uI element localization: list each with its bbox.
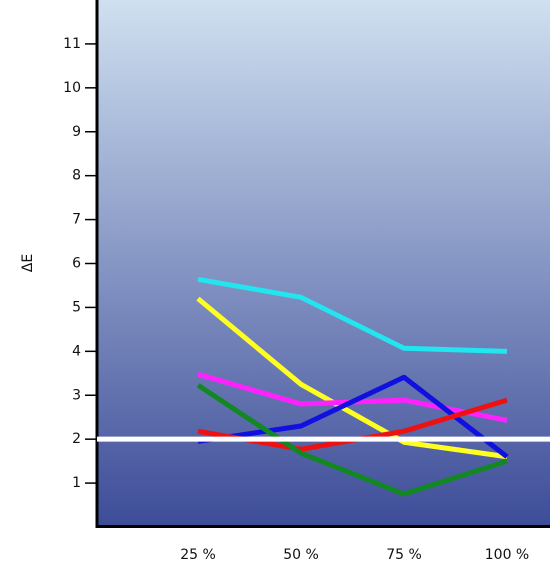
x-tick-label: 50 % [283,547,319,563]
x-tick-label: 75 % [386,547,422,563]
y-tick-label: 7 [72,212,81,228]
series-line [196,296,508,460]
series-line [196,383,508,497]
y-tick-label: 6 [72,256,81,272]
y-axis-label: ΔE [20,254,36,272]
y-tick-label: 9 [72,124,81,140]
y-tick-label: 11 [63,36,81,52]
y-tick-label: 4 [72,343,81,359]
plot-background [97,0,550,527]
y-tick-label: 1 [72,475,81,491]
x-tick-label: 100 % [485,547,529,563]
y-tick-label: 5 [72,299,81,315]
series-line [197,276,508,354]
y-tick-label: 10 [63,80,81,96]
y-tick-label: 3 [72,387,81,403]
x-tick-label: 25 % [180,547,216,563]
y-tick-label: 8 [72,168,81,184]
y-tick-label: 2 [72,431,81,447]
